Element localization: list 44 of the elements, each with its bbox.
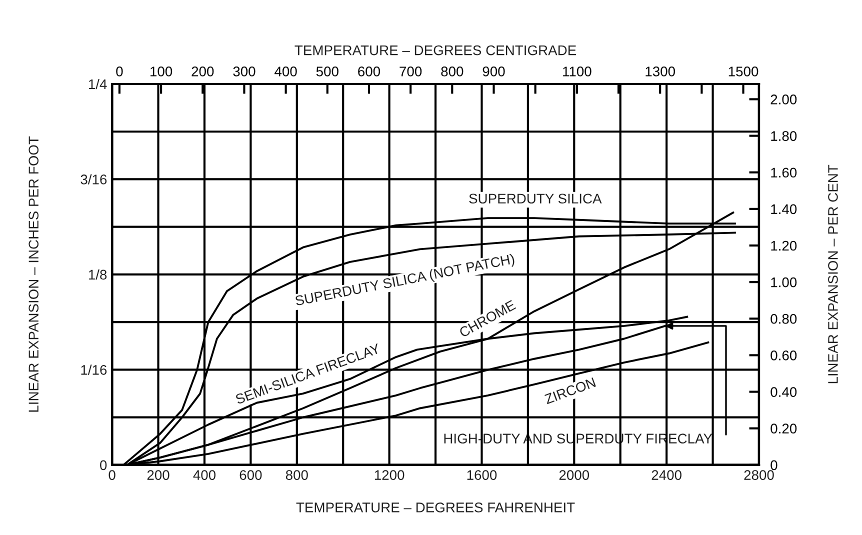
x-axis-title: TEMPERATURE – DEGREES FAHRENHEIT <box>296 502 575 512</box>
x2-axis-title: TEMPERATURE – DEGREES CENTIGRADE <box>294 45 576 56</box>
y-tick-label: 1/4 <box>88 78 107 90</box>
x-tick-label: 400 <box>193 470 216 480</box>
y2-tick-label: 1.60 <box>771 168 797 178</box>
y2-tick-label: 0.40 <box>770 387 797 397</box>
x-tick-label: 2400 <box>652 470 682 480</box>
annotation: SUPERDUTY SILICA <box>469 194 602 204</box>
x2-tick-label: 900 <box>482 66 505 76</box>
x2-tick-label: 500 <box>316 66 338 76</box>
x2-tick-label: 1500 <box>728 66 758 76</box>
y-tick-label: 1/8 <box>88 269 107 280</box>
y2-tick-label: 1.40 <box>771 204 797 214</box>
x-tick-label: 1200 <box>374 470 404 480</box>
x2-tick-label: 1300 <box>646 66 676 76</box>
x2-tick-label: 1100 <box>563 66 592 76</box>
x2-tick-label: 200 <box>192 66 214 76</box>
x2-tick-label: 100 <box>150 66 172 76</box>
x-tick-label: 800 <box>286 470 308 480</box>
x-tick-label: 200 <box>147 470 170 480</box>
y2-tick-label: 2.00 <box>770 94 797 104</box>
y-tick-label: 3/16 <box>80 174 107 184</box>
y2-tick-label: 1.80 <box>771 131 797 141</box>
y-axis-title: LINEAR EXPANSION – INCHES PER FOOT <box>28 136 39 412</box>
x2-tick-label: 800 <box>441 66 464 76</box>
y2-axis-title: LINEAR EXPANSION – PER CENT <box>828 164 838 384</box>
y2-tick-label: 1.20 <box>771 240 797 251</box>
x2-tick-label: 0 <box>116 66 123 76</box>
y-tick-label: 1/16 <box>81 364 107 375</box>
y2-tick-label: 1.00 <box>771 277 797 288</box>
x2-tick-label: 300 <box>233 66 256 76</box>
x2-tick-label: 700 <box>400 66 422 76</box>
x2-tick-label: 400 <box>274 66 297 76</box>
y2-tick-label: 0.20 <box>770 424 797 434</box>
x-tick-label: 1600 <box>467 470 497 480</box>
y2-tick-label: 0.80 <box>770 314 797 324</box>
y2-tick-label: 0.60 <box>770 350 797 360</box>
x-tick-label: 2800 <box>744 470 774 480</box>
x-tick-label: 0 <box>108 470 116 480</box>
y-tick-label: 0 <box>100 460 107 470</box>
y2-tick-label: 0 <box>770 460 778 470</box>
x-tick-label: 2000 <box>559 470 590 480</box>
x-tick-label: 600 <box>240 470 262 480</box>
x2-tick-label: 600 <box>358 66 380 76</box>
